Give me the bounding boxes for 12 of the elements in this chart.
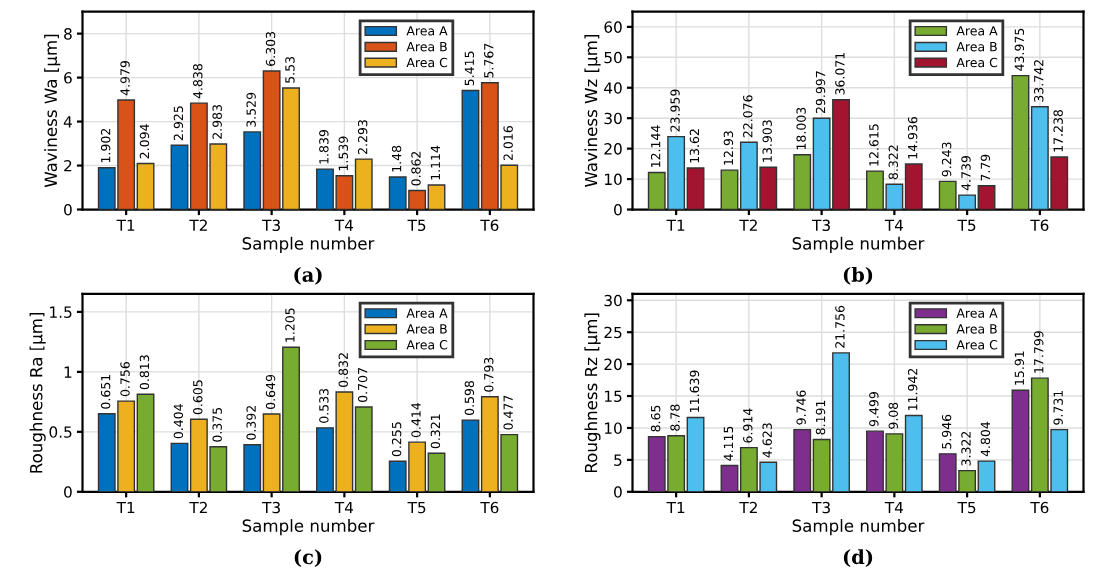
x-axis-title: Sample number (242, 519, 375, 536)
x-axis-title: Sample number (792, 519, 925, 536)
text: (b) (843, 266, 873, 285)
text: (a) (294, 266, 322, 285)
x-axis-title: Sample number (792, 236, 925, 253)
text: (c) (294, 549, 322, 567)
y-axis-title: Waviness Wa [μm] (44, 34, 61, 188)
y-axis-title: Roughness Rz [μm] (584, 313, 601, 473)
y-axis-title: Waviness Wz [μm] (584, 35, 601, 188)
text: (d) (843, 549, 873, 567)
y-axis-title: Roughness Ra [μm] (29, 312, 46, 473)
x-axis-title: Sample number (242, 236, 375, 253)
